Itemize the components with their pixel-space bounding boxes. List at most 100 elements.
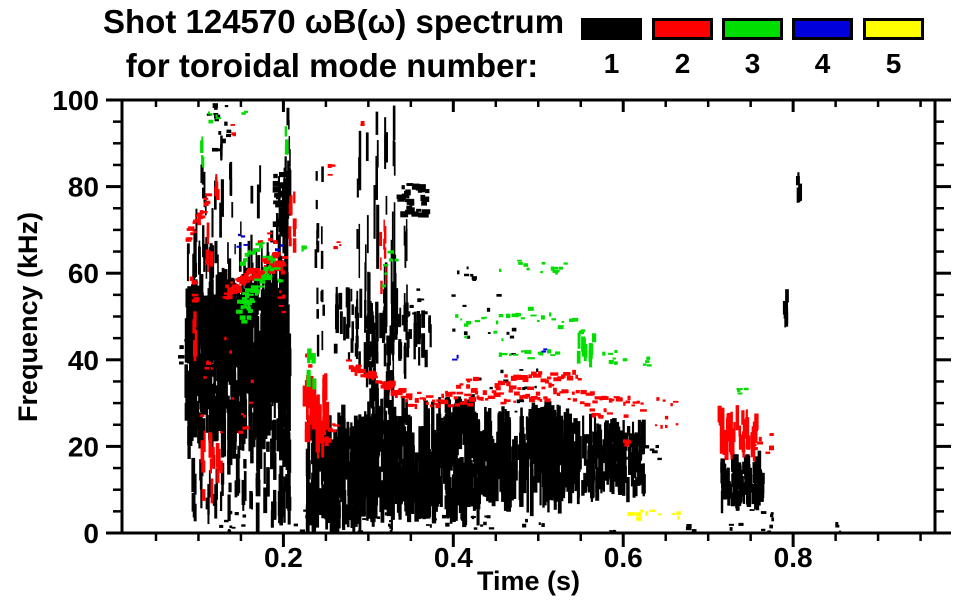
data-segment-mode-1 xyxy=(278,169,292,526)
data-segment-mode-2 xyxy=(185,193,212,242)
data-segment-mode-1 xyxy=(835,521,842,532)
data-segment-mode-3 xyxy=(381,250,399,288)
legend-label-mode-4: 4 xyxy=(814,48,831,79)
data-segment-mode-1 xyxy=(522,518,545,528)
data-segment-mode-2 xyxy=(752,427,774,454)
chart-title-line1: Shot 124570 ωB(ω) spectrum xyxy=(103,3,565,40)
data-segment-mode-3 xyxy=(207,111,221,124)
data-segment-mode-2 xyxy=(456,376,479,391)
y-tick-label: 100 xyxy=(52,85,99,116)
data-segment-mode-3 xyxy=(550,266,563,275)
data-segment-mode-1 xyxy=(178,339,188,365)
data-segment-mode-2 xyxy=(214,174,220,201)
data-segment-mode-2 xyxy=(189,276,200,303)
data-segment-mode-4 xyxy=(541,348,548,353)
y-tick-label: 60 xyxy=(68,258,99,289)
x-tick-label: 0.6 xyxy=(604,542,643,573)
data-segment-mode-1 xyxy=(576,413,646,505)
data-segment-mode-2 xyxy=(200,336,254,446)
data-segment-mode-2 xyxy=(654,397,679,429)
data-segment-mode-3 xyxy=(301,245,308,252)
legend-label-mode-1: 1 xyxy=(603,48,620,79)
data-segment-mode-1 xyxy=(749,509,775,532)
legend-swatch-mode-4 xyxy=(792,18,853,40)
data-segment-mode-4 xyxy=(452,354,459,361)
data-segment-mode-1 xyxy=(206,103,232,152)
y-tick-label: 40 xyxy=(68,345,99,376)
x-tick-label: 0.8 xyxy=(774,542,813,573)
data-segment-mode-3 xyxy=(622,356,652,367)
data-segment-mode-2 xyxy=(379,219,387,295)
x-tick-label: 0.2 xyxy=(264,542,303,573)
data-segment-mode-2 xyxy=(407,382,557,410)
data-segment-mode-2 xyxy=(288,191,297,253)
data-segment-mode-1 xyxy=(795,172,803,203)
y-axis-label: Frequency (kHz) xyxy=(13,211,43,423)
data-segment-mode-2 xyxy=(322,419,340,443)
data-segment-mode-2 xyxy=(717,405,759,462)
data-segment-mode-3 xyxy=(455,314,504,342)
plot-area xyxy=(178,103,842,532)
data-segment-mode-1 xyxy=(283,107,291,182)
data-segment-mode-3 xyxy=(576,332,597,368)
data-segment-mode-4 xyxy=(236,233,249,248)
data-segment-mode-2 xyxy=(277,290,287,314)
legend-swatch-mode-5 xyxy=(863,18,924,40)
axis-ticks xyxy=(106,98,951,547)
data-segment-mode-1 xyxy=(470,515,495,530)
legend-label-mode-3: 3 xyxy=(744,48,761,79)
data-segment-mode-2 xyxy=(346,359,413,403)
data-segment-mode-1 xyxy=(421,513,450,528)
legend-swatch-mode-2 xyxy=(652,18,713,40)
data-segment-mode-2 xyxy=(494,369,582,389)
data-segment-mode-3 xyxy=(736,387,749,395)
data-segment-mode-3 xyxy=(506,306,586,335)
x-tick-label: 0.4 xyxy=(434,542,473,573)
data-segment-mode-2 xyxy=(333,241,342,250)
chart-title-line2: for toroidal mode number: xyxy=(125,47,539,84)
x-tick-labels: 0.2 0.4 0.6 0.8 xyxy=(264,542,813,573)
data-segment-mode-2 xyxy=(553,387,647,412)
data-segment-mode-1 xyxy=(393,291,432,368)
data-segment-mode-2 xyxy=(200,430,223,504)
data-segment-mode-3 xyxy=(239,241,265,266)
y-tick-labels: 0 20 40 60 80 100 xyxy=(52,85,99,549)
data-segment-mode-1 xyxy=(610,443,662,469)
data-segment-mode-1 xyxy=(720,450,765,514)
y-tick-label: 20 xyxy=(68,431,99,462)
data-segment-mode-1 xyxy=(272,171,291,228)
data-segment-mode-1 xyxy=(685,524,697,532)
data-segment-mode-2 xyxy=(205,222,214,272)
chart-title: Shot 124570 ωB(ω) spectrum for toroidal … xyxy=(103,0,565,88)
data-segment-mode-5 xyxy=(657,511,681,520)
data-segment-mode-1 xyxy=(220,135,223,161)
y-tick-label: 0 xyxy=(83,518,99,549)
data-segment-mode-2 xyxy=(589,408,629,419)
data-segment-mode-1 xyxy=(293,505,317,532)
data-segment-mode-3 xyxy=(200,136,205,168)
data-segment-mode-1 xyxy=(314,166,326,357)
data-segment-mode-3 xyxy=(498,349,561,360)
data-segment-mode-1 xyxy=(528,400,557,446)
data-segment-mode-2 xyxy=(327,163,336,176)
data-segment-mode-1 xyxy=(403,219,408,426)
data-segment-mode-1 xyxy=(609,529,617,532)
data-segment-mode-3 xyxy=(239,299,254,324)
data-segment-mode-3 xyxy=(262,255,284,283)
data-segment-mode-1 xyxy=(405,288,428,317)
data-segment-mode-3 xyxy=(284,126,289,155)
data-segment-mode-5 xyxy=(627,509,656,521)
data-segment-mode-2 xyxy=(230,124,236,137)
x-axis-label: Time (s) xyxy=(476,566,581,596)
data-segment-mode-1 xyxy=(219,510,247,532)
y-tick-label: 80 xyxy=(68,172,99,203)
data-segment-mode-3 xyxy=(306,348,317,390)
data-segment-mode-1 xyxy=(782,289,789,328)
data-segment-mode-1 xyxy=(357,507,393,532)
data-segment-mode-2 xyxy=(360,120,365,126)
data-segment-mode-1 xyxy=(477,404,579,517)
data-segment-mode-4 xyxy=(274,244,284,252)
data-segment-mode-1 xyxy=(728,522,744,531)
